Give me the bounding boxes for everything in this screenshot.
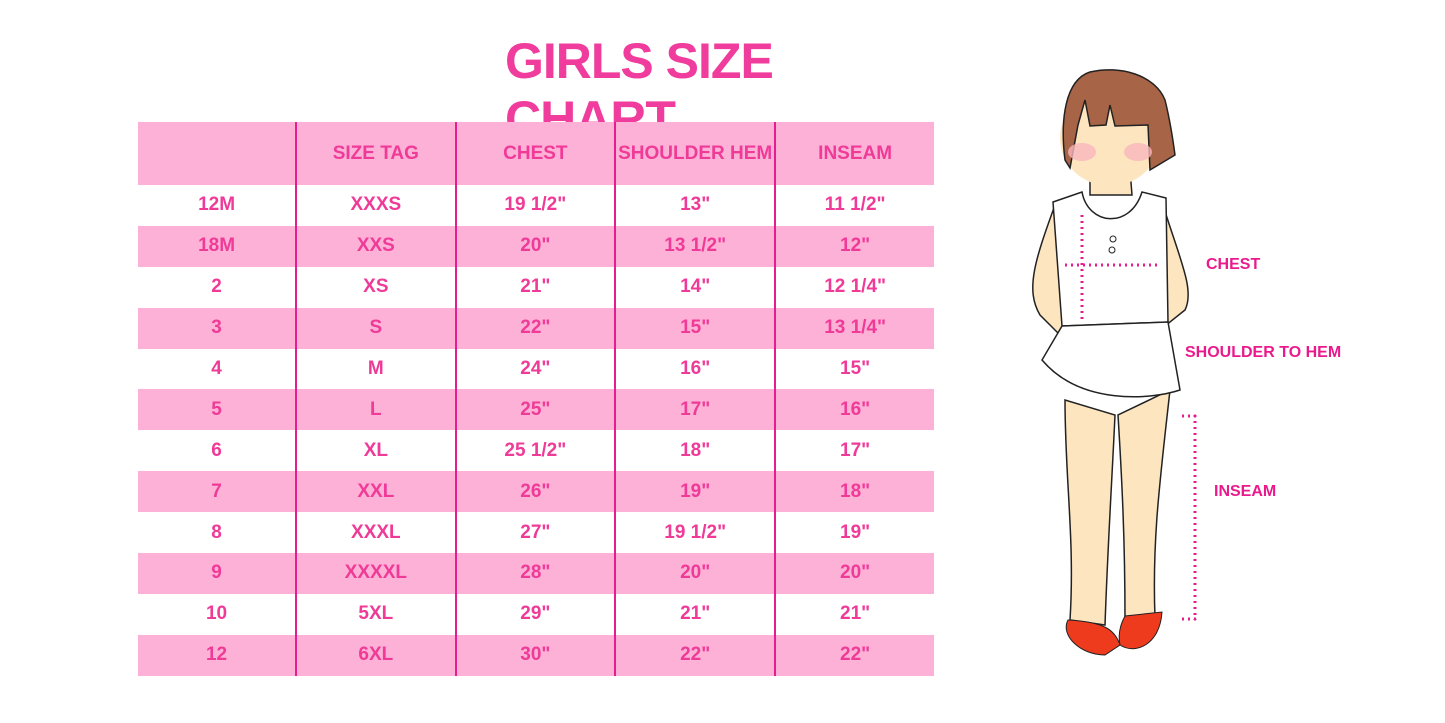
header-row: SIZE TAG CHEST SHOULDER HEM INSEAM <box>138 122 934 185</box>
table-cell: 9 <box>138 553 297 594</box>
table-row: 4 M 24" 16" 15" <box>138 348 934 390</box>
table-cell: 11 1/2" <box>774 185 934 226</box>
table-row: 12M XXXS 19 1/2" 13" 11 1/2" <box>138 185 934 226</box>
table-cell: 20" <box>454 225 616 267</box>
table-cell: XS <box>295 266 456 308</box>
table-cell: 2 <box>138 266 297 308</box>
table-cell: 21" <box>774 593 934 635</box>
table-row: 8 XXXL 27" 19 1/2" 19" <box>138 512 934 554</box>
table-cell: XXXL <box>295 512 456 554</box>
table-cell: 4 <box>138 348 297 390</box>
child-figure-icon <box>1032 69 1200 656</box>
table-cell: 30" <box>454 634 616 676</box>
table-cell: 12 <box>138 634 297 676</box>
table-cell: 12 1/4" <box>774 266 934 308</box>
table-cell: 29" <box>454 593 616 635</box>
table-cell: 19" <box>774 512 934 554</box>
table-cell: 26" <box>454 471 616 513</box>
table-cell: 18M <box>138 225 297 267</box>
column-header <box>138 122 297 185</box>
table-cell: 5 <box>138 389 297 431</box>
table-cell: XXL <box>295 471 456 513</box>
table-cell: 16" <box>614 348 776 390</box>
table-cell: 18" <box>774 471 934 513</box>
table-cell: 16" <box>774 389 934 431</box>
table-row: 18M XXS 20" 13 1/2" 12" <box>138 225 934 267</box>
table-cell: 14" <box>614 266 776 308</box>
table-cell: 10 <box>138 593 297 635</box>
table-cell: 8 <box>138 512 297 554</box>
size-chart-table: SIZE TAG CHEST SHOULDER HEM INSEAM 12M XXXS 19… <box>138 122 934 676</box>
table-cell: 13 1/4" <box>774 307 934 349</box>
table-cell: 22" <box>454 307 616 349</box>
table-cell: 19" <box>614 471 776 513</box>
table-row: 9 XXXXL 28" 20" 20" <box>138 553 934 594</box>
table-cell: 5XL <box>295 593 456 635</box>
column-header: SHOULDER HEM <box>614 122 776 185</box>
table-cell: 13 1/2" <box>614 225 776 267</box>
table-cell: 21" <box>614 593 776 635</box>
table-row: 7 XXL 26" 19" 18" <box>138 471 934 513</box>
table-cell: 19 1/2" <box>454 185 616 226</box>
table-cell: XXS <box>295 225 456 267</box>
table-cell: L <box>295 389 456 431</box>
table-row: 12 6XL 30" 22" 22" <box>138 634 934 676</box>
table-cell: 25 1/2" <box>454 430 616 472</box>
child-measurement-illustration: CHEST SHOULDER TO HEM INSEAM <box>1020 60 1380 670</box>
table-cell: 6 <box>138 430 297 472</box>
table-cell: 22" <box>614 634 776 676</box>
table-row: 5 L 25" 17" 16" <box>138 389 934 431</box>
table-cell: 27" <box>454 512 616 554</box>
table-cell: S <box>295 307 456 349</box>
table-cell: 20" <box>774 553 934 594</box>
table-cell: XL <box>295 430 456 472</box>
table-cell: 28" <box>454 553 616 594</box>
column-header: CHEST <box>454 122 616 185</box>
table-cell: 12" <box>774 225 934 267</box>
table-cell: 13" <box>614 185 776 226</box>
column-header: INSEAM <box>774 122 934 185</box>
table-cell: 15" <box>614 307 776 349</box>
table-cell: 21" <box>454 266 616 308</box>
table-cell: 17" <box>614 389 776 431</box>
table-cell: 20" <box>614 553 776 594</box>
table-cell: 7 <box>138 471 297 513</box>
table-cell: 24" <box>454 348 616 390</box>
page-title: GIRLS SIZE CHART <box>505 33 774 147</box>
chest-label: CHEST <box>1206 256 1261 273</box>
table-cell: 19 1/2" <box>614 512 776 554</box>
table-cell: M <box>295 348 456 390</box>
table-row: 6 XL 25 1/2" 18" 17" <box>138 430 934 472</box>
column-header: SIZE TAG <box>295 122 456 185</box>
table-cell: 6XL <box>295 634 456 676</box>
table-row: 3 S 22" 15" 13 1/4" <box>138 307 934 349</box>
table-row: 2 XS 21" 14" 12 1/4" <box>138 266 934 308</box>
table-cell: 25" <box>454 389 616 431</box>
table-cell: 3 <box>138 307 297 349</box>
shoulder-to-hem-label: SHOULDER TO HEM <box>1185 344 1342 361</box>
table-cell: 18" <box>614 430 776 472</box>
inseam-label: INSEAM <box>1214 483 1277 500</box>
table-cell: 12M <box>138 185 297 226</box>
table-cell: 17" <box>774 430 934 472</box>
table-row: 10 5XL 29" 21" 21" <box>138 593 934 635</box>
table-cell: 15" <box>774 348 934 390</box>
table-cell: 22" <box>774 634 934 676</box>
table-cell: XXXS <box>295 185 456 226</box>
table-cell: XXXXL <box>295 553 456 594</box>
